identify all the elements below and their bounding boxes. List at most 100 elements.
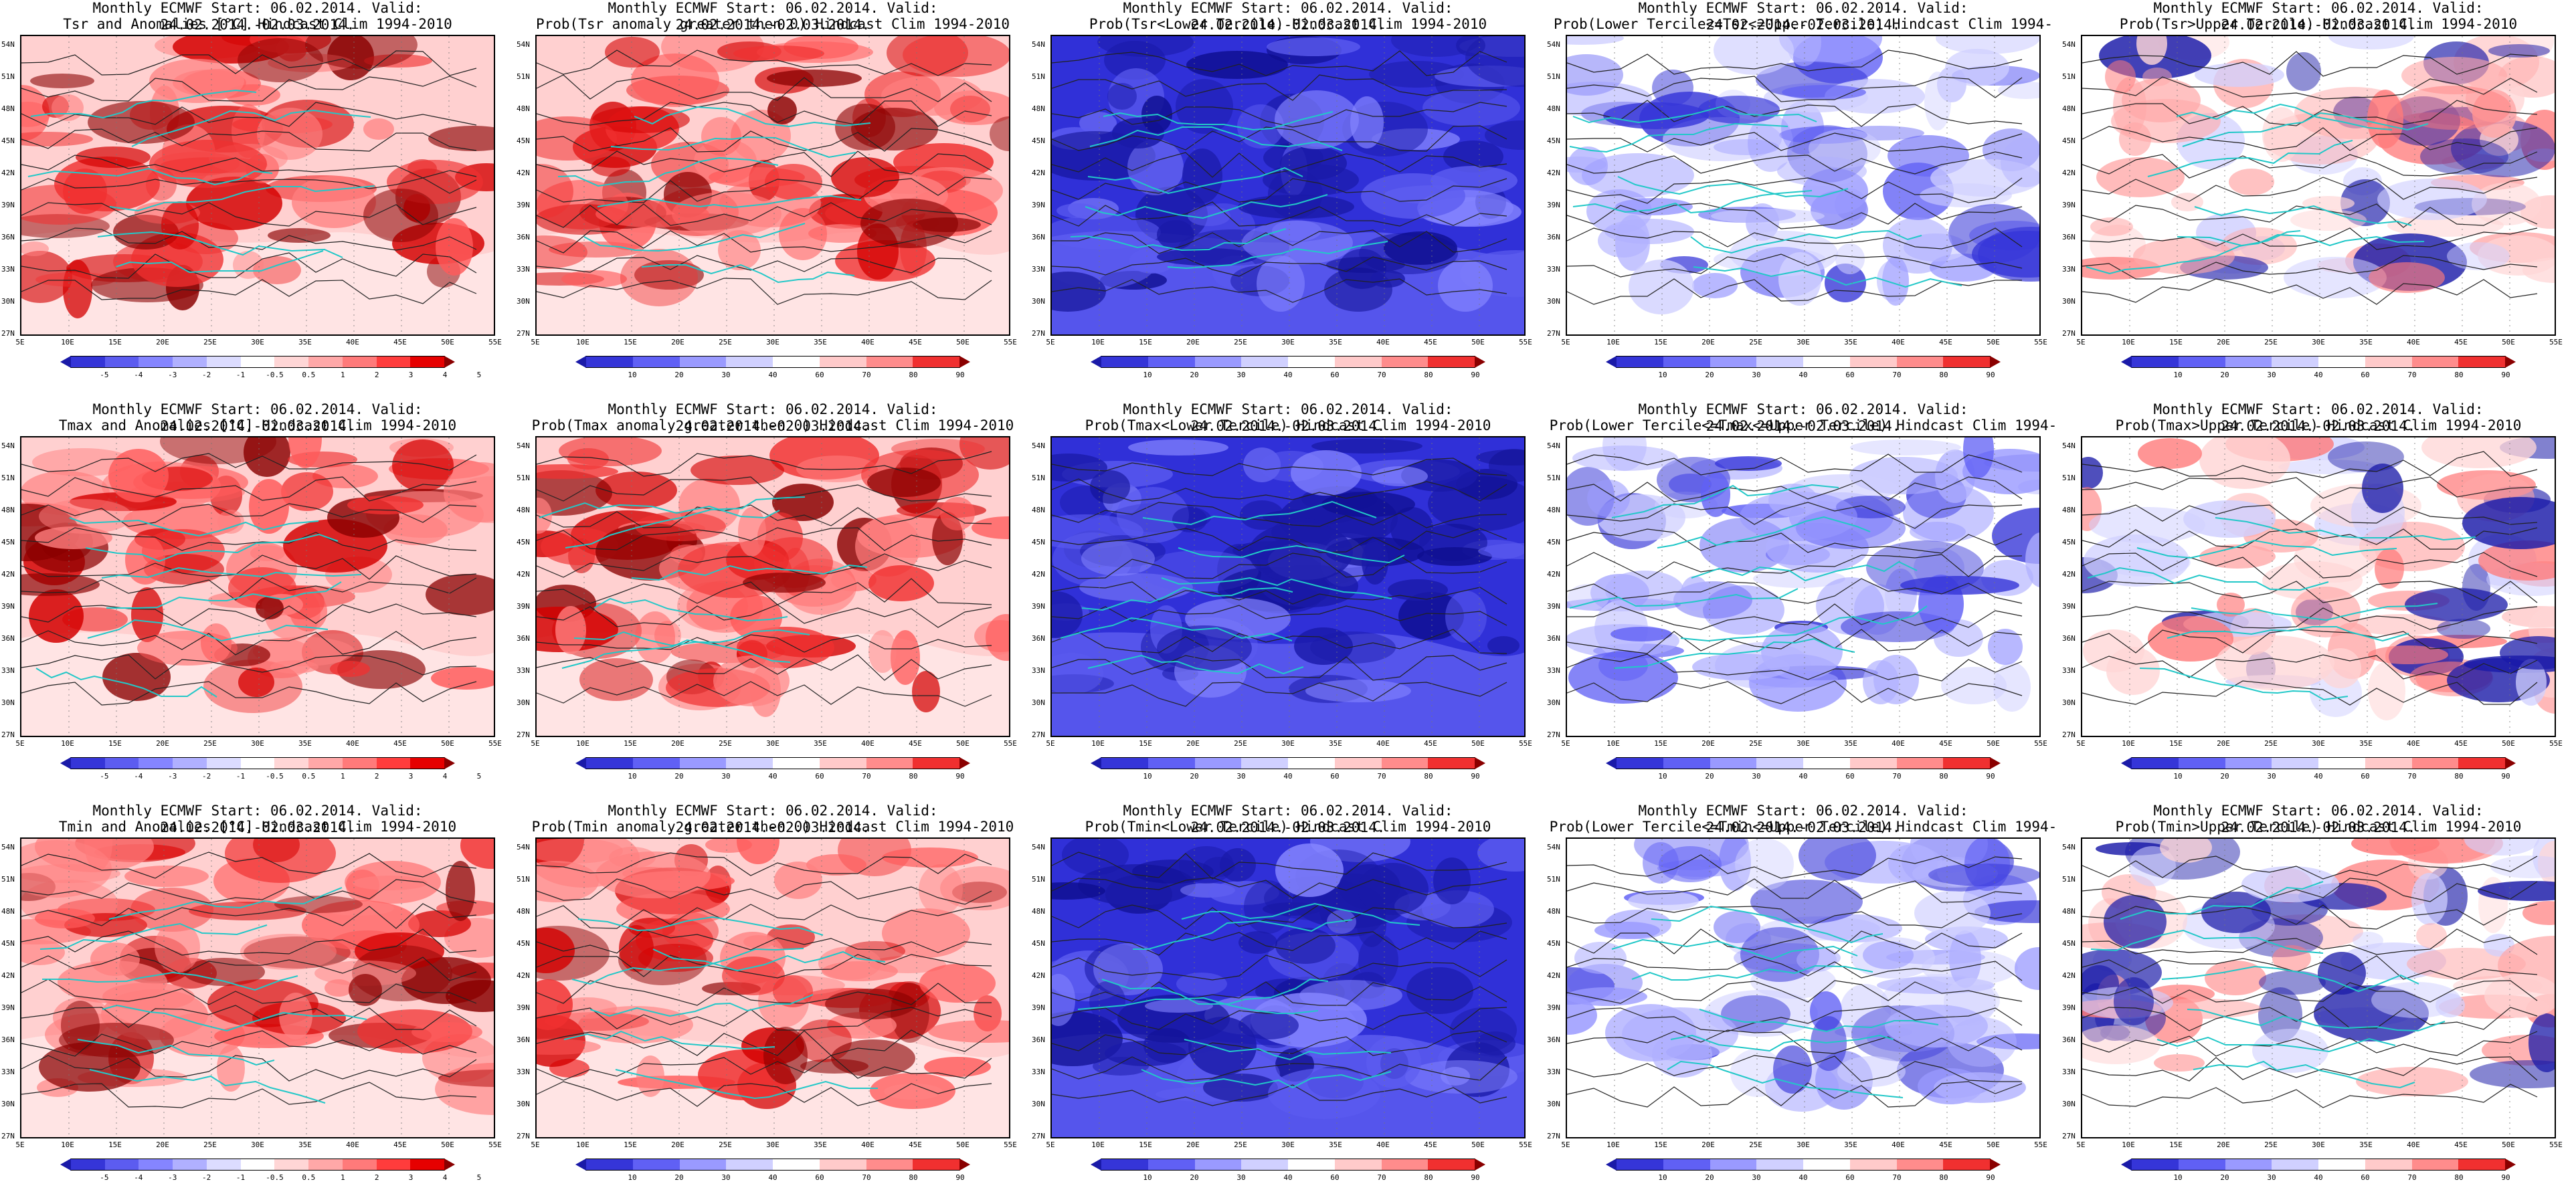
longitude-label: 40E — [1376, 739, 1390, 748]
longitude-label: 25E — [719, 739, 732, 748]
shaded-field-patch — [2258, 987, 2302, 1042]
shaded-field-patch — [743, 573, 826, 593]
latitude-label: 27N — [1547, 1132, 1560, 1140]
shaded-field-patch — [1659, 846, 1722, 882]
isotherm-contour — [537, 177, 992, 203]
shaded-field-patch — [635, 512, 726, 541]
shaded-field-patch — [1863, 941, 1914, 969]
shaded-field-patch — [21, 132, 93, 146]
coastline — [2215, 517, 2476, 541]
colorbar-tick-label: 80 — [1939, 772, 1948, 781]
colorbar-segment — [1617, 758, 1663, 769]
colorbar — [2121, 1159, 2516, 1171]
latitude-label: 42N — [1547, 570, 1560, 579]
longitude-label: 5E — [531, 338, 540, 346]
shaded-field-patch — [2136, 36, 2167, 65]
shaded-field-patch — [561, 270, 627, 288]
coastline — [2194, 205, 2412, 226]
longitude-label: 45E — [1424, 338, 1437, 346]
isotherm-contour — [2082, 278, 2538, 305]
shaded-field-patch — [884, 1084, 943, 1100]
latitude-label: 39N — [1, 602, 15, 611]
colorbar-tick-label: 30 — [1752, 1173, 1761, 1182]
longitude-label: 50E — [2502, 739, 2515, 748]
isotherm-contour — [1567, 1081, 2023, 1108]
shaded-field-patch — [1478, 543, 1524, 559]
shaded-field-patch — [436, 218, 473, 276]
shaded-field-patch — [868, 630, 897, 673]
longitude-label: 10E — [1606, 338, 1620, 346]
shaded-field-patch — [233, 251, 264, 279]
colorbar-tick-label: 80 — [1424, 371, 1433, 379]
isotherm-contour — [537, 878, 992, 905]
isotherm-contour — [1567, 603, 2023, 630]
shaded-field-patch — [2201, 892, 2271, 933]
isotherm-contour — [2082, 255, 2538, 280]
shaded-field-patch — [292, 176, 376, 228]
longitude-label: 55E — [1519, 739, 1532, 748]
longitude-label: 55E — [1519, 1140, 1532, 1149]
colorbar-tick-label: 70 — [2407, 772, 2417, 781]
isotherm-contour — [2082, 151, 2538, 179]
latitude-label: 36N — [2062, 1035, 2076, 1044]
colorbar-tick-label: 80 — [909, 1173, 918, 1182]
isotherm-contour — [1567, 454, 2023, 476]
latitude-label: 51N — [1547, 875, 1560, 884]
longitude-label: 30E — [2312, 1140, 2325, 1149]
shaded-field-patch — [2484, 974, 2555, 1018]
longitude-label: 25E — [719, 338, 732, 346]
colorbar-tick-label: 40 — [768, 772, 777, 781]
shaded-field-patch — [1711, 209, 1825, 223]
shaded-field-patch — [1572, 445, 1678, 471]
shaded-field-patch — [1594, 922, 1660, 939]
shaded-field-patch — [1719, 839, 1751, 891]
colorbar-tick-label: 60 — [1845, 1173, 1855, 1182]
shaded-field-patch — [2369, 262, 2445, 293]
shaded-field-patch — [851, 108, 938, 150]
colorbar-segment — [632, 1159, 680, 1170]
coastline — [77, 1039, 275, 1066]
latitude-label: 36N — [1032, 634, 1045, 643]
map-area — [20, 837, 495, 1138]
longitude-label: 20E — [1186, 1140, 1200, 1149]
shaded-field-patch — [2105, 60, 2136, 94]
colorbar-tick-label: -0.5 — [266, 772, 284, 781]
shaded-field-patch — [438, 1070, 494, 1087]
longitude-label: 35E — [1329, 739, 1342, 748]
latitude-label: 54N — [517, 441, 530, 450]
latitude-label: 45N — [1032, 939, 1045, 948]
latitude-label: 33N — [1032, 1068, 1045, 1076]
shaded-field-patch — [1305, 680, 1411, 702]
shaded-field-patch — [1988, 629, 2023, 665]
longitude-label: 40E — [861, 739, 875, 748]
isotherm-contour — [2082, 904, 2538, 930]
shaded-field-patch — [149, 140, 267, 188]
panel-title: Monthly ECMWF Start: 06.02.2014. Valid: … — [2153, 401, 2484, 434]
colorbar-tick-label: 10 — [628, 371, 637, 379]
shaded-field-patch — [1598, 224, 1649, 258]
shaded-field-patch — [1172, 507, 1207, 532]
shaded-field-patch — [2133, 238, 2235, 274]
latitude-label: 27N — [1032, 1132, 1045, 1140]
shaded-field-patch — [1928, 864, 2039, 886]
map-panel: Monthly ECMWF Start: 06.02.2014. Valid: … — [515, 803, 1030, 1204]
map-panel: Monthly ECMWF Start: 06.02.2014. Valid: … — [515, 401, 1030, 803]
longitude-label: 30E — [1281, 739, 1295, 748]
isotherm-contour — [1567, 76, 2023, 102]
shaded-field-patch — [1945, 49, 2009, 86]
isotherm-contour — [1052, 904, 1507, 930]
isotherm-contour — [1567, 151, 2023, 175]
isotherm-contour — [537, 980, 992, 1006]
isotherm-contour — [1052, 152, 1507, 178]
shaded-field-patch — [1275, 928, 1336, 964]
isotherm-contour — [2082, 227, 2538, 250]
colorbar-max-arrow — [1475, 1159, 1485, 1171]
colorbar-segment — [1101, 357, 1148, 367]
longitude-label: 15E — [108, 1140, 122, 1149]
colorbar-min-arrow — [1606, 356, 1617, 368]
colorbar-segment — [71, 758, 105, 769]
shaded-field-patch — [1326, 257, 1405, 273]
shaded-field-patch — [238, 38, 323, 82]
coastline — [615, 1069, 878, 1100]
shaded-field-patch — [2464, 839, 2539, 856]
